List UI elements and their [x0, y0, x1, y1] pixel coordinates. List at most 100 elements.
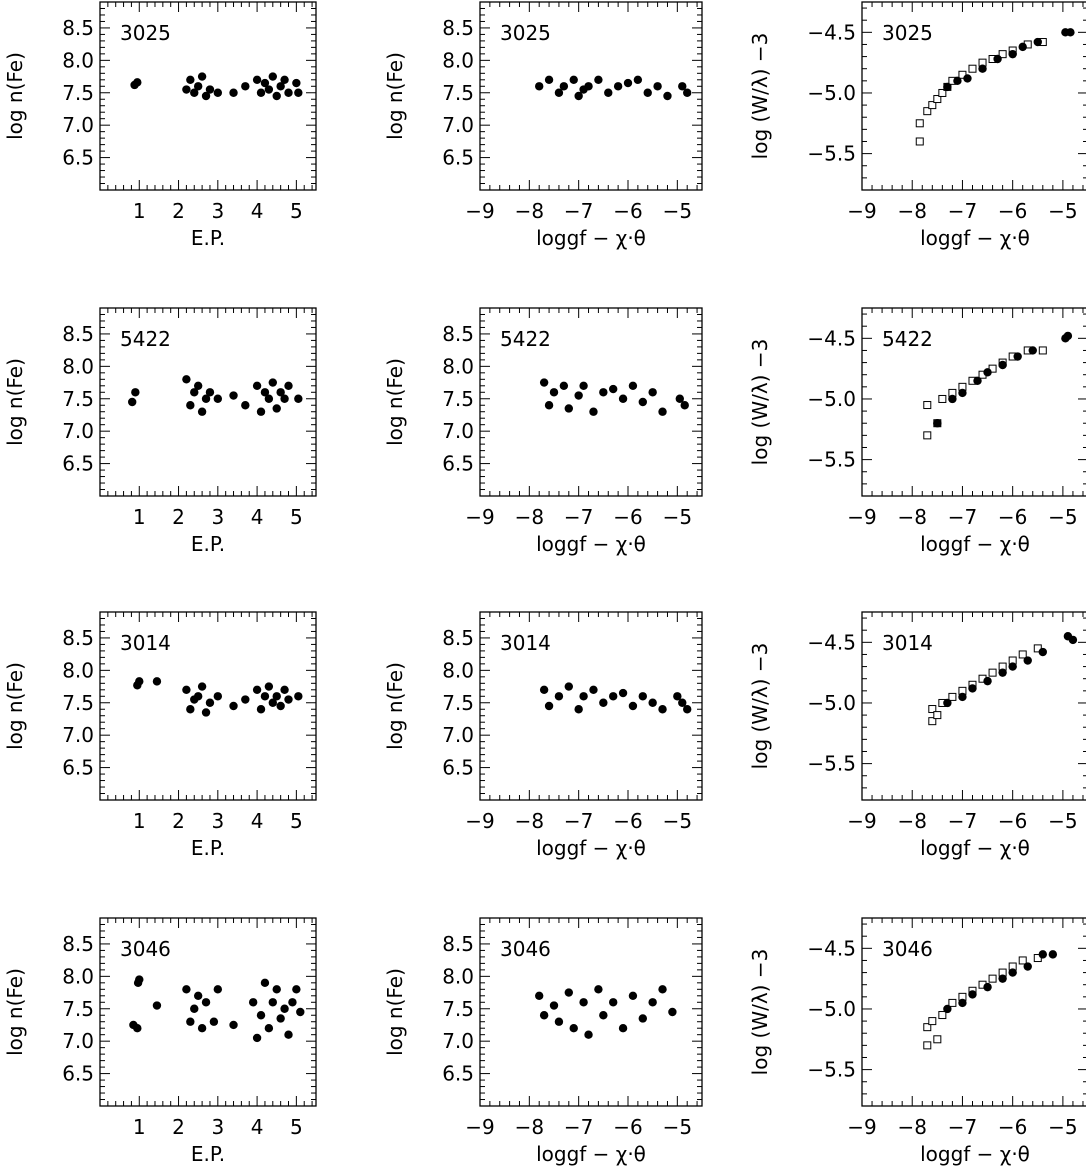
- data-point-square: [968, 64, 977, 73]
- data-point-circle: [201, 708, 211, 717]
- data-point-circle: [609, 692, 618, 701]
- data-point-circle: [594, 985, 603, 994]
- panel-label: 3014: [120, 631, 171, 655]
- panel-label: 3046: [500, 937, 551, 961]
- y-tick-label: 7.0: [442, 723, 474, 747]
- data-point-circle: [248, 998, 258, 1007]
- y-axis-label: log n(Fe): [3, 662, 27, 750]
- y-axis-label: log (W/λ) −3: [748, 643, 772, 770]
- data-point-circle: [618, 394, 628, 403]
- data-point-square: [915, 119, 924, 128]
- data-point-circle: [260, 978, 270, 988]
- data-point-circle: [197, 682, 207, 691]
- x-axis-label: E.P.: [191, 226, 225, 250]
- data-point-circle: [584, 1030, 593, 1039]
- data-point-circle: [294, 88, 303, 97]
- data-point-circle: [953, 76, 962, 86]
- x-tick-label: 3: [211, 199, 224, 223]
- data-point-circle: [943, 698, 952, 708]
- data-point-circle: [1068, 635, 1078, 645]
- data-point-circle: [609, 998, 618, 1007]
- data-point-circle: [209, 1017, 219, 1026]
- data-point-circle: [276, 701, 285, 711]
- data-point-circle: [958, 692, 967, 702]
- data-point-circle: [539, 685, 549, 694]
- data-point-circle: [544, 701, 554, 711]
- data-point-circle: [539, 1011, 549, 1020]
- y-tick-label: 7.5: [442, 81, 474, 105]
- plot-frame: [479, 917, 703, 1107]
- data-point-circle: [564, 988, 573, 997]
- x-tick-label: 1: [133, 809, 146, 833]
- data-point-circle: [213, 394, 223, 403]
- x-tick-label: −7: [564, 809, 593, 833]
- y-tick-label: −4.5: [807, 630, 856, 654]
- x-tick-label: −8: [897, 1115, 926, 1139]
- y-axis-label: log n(Fe): [3, 52, 27, 140]
- data-point-circle: [1033, 37, 1042, 47]
- data-point-circle: [683, 88, 692, 97]
- x-tick-label: −5: [1048, 199, 1077, 223]
- y-tick-label: 7.0: [62, 419, 94, 443]
- data-point-circle: [618, 688, 628, 698]
- panel-label: 5422: [882, 327, 933, 351]
- data-point-circle: [186, 75, 195, 84]
- y-tick-label: 6.5: [442, 756, 474, 780]
- panel-label: 3014: [882, 631, 933, 655]
- data-point-circle: [678, 82, 687, 91]
- data-point-circle: [554, 1017, 564, 1026]
- x-tick-label: −9: [465, 1115, 494, 1139]
- y-tick-label: −4.5: [807, 326, 856, 350]
- x-tick-label: −6: [613, 505, 642, 529]
- data-point-square: [1038, 346, 1047, 355]
- panel: 1 2 3 4 5 6.5 7.0 7.5 8.0 8.5 E.P. log n(Fe) 3025: [3, 1, 317, 250]
- x-tick-label: −7: [948, 809, 977, 833]
- y-tick-label: 7.5: [442, 387, 474, 411]
- data-point-circle: [213, 88, 223, 97]
- data-point-circle: [284, 88, 293, 97]
- y-tick-label: 6.5: [442, 146, 474, 170]
- data-point-circle: [658, 705, 667, 714]
- data-point-circle: [193, 381, 203, 390]
- y-tick-label: 7.0: [62, 723, 94, 747]
- y-axis-label: log n(Fe): [383, 358, 407, 446]
- data-point-circle: [296, 1007, 305, 1017]
- data-point-circle: [643, 88, 652, 97]
- x-tick-label: −9: [847, 199, 876, 223]
- x-tick-label: −7: [564, 199, 593, 223]
- data-point-circle: [1013, 352, 1022, 361]
- data-point-square: [998, 50, 1007, 59]
- x-tick-label: −5: [1048, 505, 1077, 529]
- data-point-circle: [292, 985, 301, 994]
- y-tick-label: 7.0: [62, 1029, 94, 1053]
- y-tick-label: −4.5: [807, 20, 856, 44]
- panel: −9 −8 −7 −6 −5 −5.5 −5.0 −4.5 loggf − χ·θ log (W/…: [748, 611, 1086, 860]
- y-tick-label: −5.0: [807, 81, 856, 105]
- data-point-circle: [569, 75, 578, 84]
- data-point-circle: [544, 401, 554, 410]
- data-point-circle: [948, 394, 957, 404]
- data-point-circle: [958, 998, 967, 1008]
- data-point-circle: [589, 407, 598, 416]
- plot-frame: [99, 1, 317, 191]
- data-point-circle: [229, 1020, 238, 1030]
- panel: 1 2 3 4 5 6.5 7.0 7.5 8.0 8.5 E.P. log n(Fe) 3046: [3, 917, 317, 1166]
- data-point-circle: [683, 705, 692, 714]
- data-point-circle: [256, 88, 266, 97]
- data-point-circle: [280, 1004, 289, 1013]
- panel-label: 5422: [120, 327, 171, 351]
- data-point-circle: [638, 397, 647, 407]
- panel: −9 −8 −7 −6 −5 6.5 7.0 7.5 8.0 8.5 loggf − χ·θ log …: [383, 917, 703, 1166]
- y-tick-label: 7.5: [62, 691, 94, 715]
- data-point-circle: [284, 381, 293, 390]
- data-point-circle: [133, 1024, 142, 1033]
- data-point-circle: [186, 705, 195, 714]
- y-axis-label: log (W/λ) −3: [748, 33, 772, 160]
- x-tick-label: 4: [251, 809, 264, 833]
- data-point-circle: [564, 404, 573, 413]
- panel: −9 −8 −7 −6 −5 6.5 7.0 7.5 8.0 8.5 loggf − χ·θ log …: [383, 1, 703, 250]
- data-point-circle: [268, 72, 277, 81]
- data-point-circle: [973, 376, 982, 385]
- data-point-circle: [943, 82, 952, 92]
- data-point-circle: [933, 419, 942, 428]
